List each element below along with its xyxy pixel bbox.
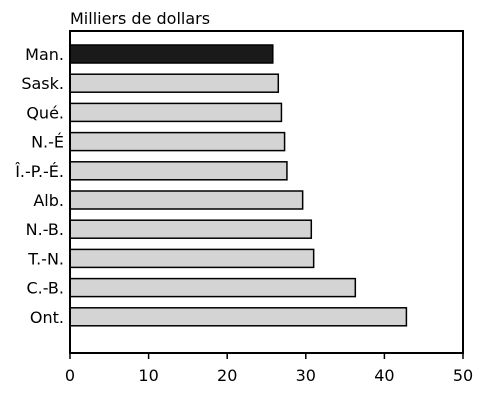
x-tick-label: 10 [138, 366, 158, 385]
bar-0 [69, 44, 274, 64]
category-label: Man. [25, 45, 64, 64]
x-axis-ticks: 0 10 20 30 40 50 [65, 353, 473, 385]
x-tick-label: 50 [453, 366, 473, 385]
category-label: T.-N. [27, 249, 64, 268]
x-tick-label: 20 [217, 366, 237, 385]
bar-7 [69, 248, 315, 269]
category-label: Sask. [21, 74, 64, 93]
category-label: Alb. [33, 191, 64, 210]
axis-unit-label: Milliers de dollars [70, 9, 210, 28]
x-tick-label: 40 [374, 366, 394, 385]
bar-9 [69, 307, 408, 327]
bar-6 [69, 219, 313, 239]
x-tick-label: 0 [65, 366, 75, 385]
bar-2 [69, 102, 283, 123]
bar-4 [69, 161, 288, 181]
bar-8 [69, 277, 357, 298]
bar-5 [69, 190, 304, 210]
category-label: Ont. [30, 308, 64, 327]
category-label: Qué. [26, 103, 64, 122]
bar-1 [69, 73, 280, 93]
category-labels: Man. Sask. Qué. N.-É Î.-P.-É. Alb. N.-B. T.-N. C… [14, 45, 64, 327]
plot-frame [69, 30, 464, 354]
category-label: C.-B. [26, 279, 64, 298]
bar-3 [69, 131, 286, 152]
bars-group [69, 44, 408, 327]
category-label: Î.-P.-É. [14, 162, 64, 181]
category-label: N.-É [31, 133, 64, 152]
x-tick-label: 30 [296, 366, 316, 385]
category-label: N.-B. [26, 220, 64, 239]
